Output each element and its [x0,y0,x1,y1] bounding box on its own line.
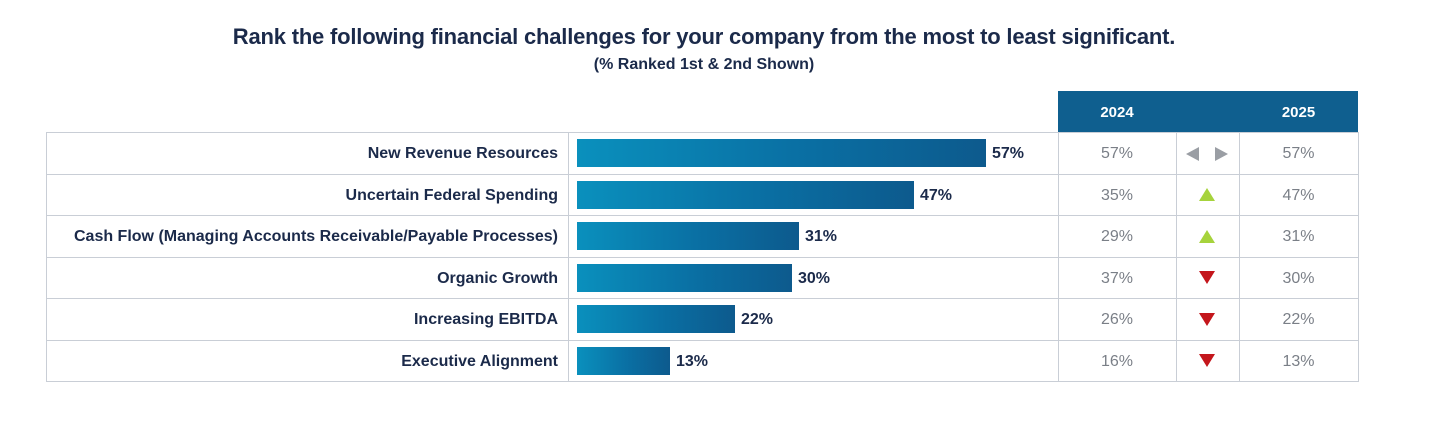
value-2025: 13% [1282,352,1315,370]
decrease-arrow-icon [1199,271,1215,285]
column-header-2025: 2025 [1281,104,1316,121]
bar [577,263,792,292]
row-divider [46,257,1359,258]
value-2024: 57% [1100,145,1134,162]
category-label: Executive Alignment [401,352,558,370]
bar [577,346,670,375]
value-2024: 26% [1100,311,1134,328]
no-change-left-arrow-icon [1186,146,1199,161]
label-bar-divider [568,132,569,382]
category-label: Increasing EBITDA [413,311,558,328]
bar-value-label: 57% [992,145,1025,162]
bar [577,139,986,167]
bar [577,305,735,333]
bar [577,180,914,209]
column-header-2024: 2024 [1100,104,1134,121]
column-divider [1176,132,1177,382]
column-divider [1239,132,1240,382]
category-label: New Revenue Resources [367,145,558,162]
bar [577,222,799,250]
bar-value-label: 47% [920,186,953,204]
decrease-arrow-icon [1199,312,1215,326]
value-2024: 37% [1100,269,1134,287]
row-divider [46,132,1359,133]
value-2025: 57% [1282,145,1315,162]
chart-title: Rank the following financial challenges … [232,24,1176,49]
increase-arrow-icon [1199,229,1215,243]
value-2025: 22% [1282,311,1315,328]
row-divider [46,340,1359,341]
increase-arrow-icon [1199,188,1215,202]
category-label: Uncertain Federal Spending [345,186,558,204]
row-divider [46,215,1359,216]
value-2025: 31% [1282,228,1315,245]
bar-value-label: 30% [798,269,831,287]
value-2025: 47% [1282,186,1315,204]
value-2024: 29% [1100,228,1134,245]
bar-value-label: 13% [676,352,709,370]
row-divider [46,381,1359,382]
chart-subtitle: (% Ranked 1st & 2nd Shown) [593,56,815,73]
column-divider [1058,132,1059,382]
no-change-right-arrow-icon [1215,146,1228,161]
bar-value-label: 31% [805,228,838,245]
decrease-arrow-icon [1199,354,1215,368]
value-2025: 30% [1282,269,1315,287]
table-header-bar [1058,91,1358,132]
table-left-border [46,132,47,382]
value-2024: 35% [1100,186,1134,204]
row-divider [46,298,1359,299]
category-label: Organic Growth [437,269,558,287]
value-2024: 16% [1100,352,1134,370]
row-divider [46,174,1359,175]
table-right-border [1358,132,1359,382]
category-label: Cash Flow (Managing Accounts Receivable/… [73,228,558,245]
bar-value-label: 22% [741,311,774,328]
